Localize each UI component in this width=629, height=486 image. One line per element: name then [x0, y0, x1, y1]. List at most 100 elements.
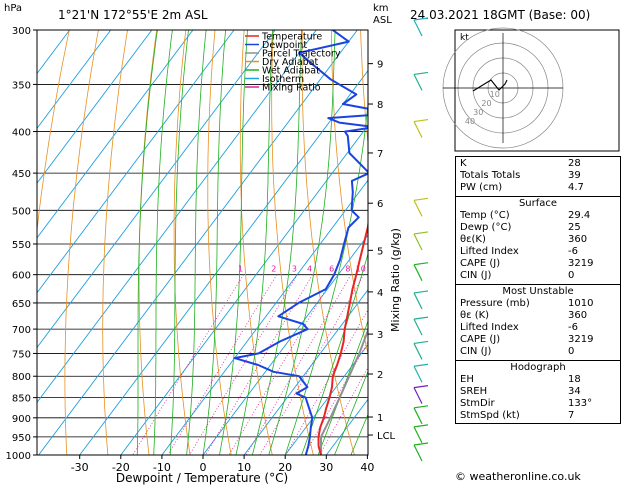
hpa-unit-label: hPa: [4, 3, 23, 14]
wind-barb-icon: [413, 426, 423, 444]
dry-adiabat-line: [271, 30, 314, 455]
isotherm-line: [284, 343, 368, 455]
temperature-tick-label: 0: [200, 461, 207, 474]
mixing-ratio-line: [167, 274, 278, 455]
mu-cape-label: CAPE (J): [460, 334, 501, 345]
altitude-tick-label: 2: [377, 370, 383, 381]
mu-cape-value: 3219: [568, 334, 594, 345]
wind-barb-icon: [413, 340, 429, 345]
mixing-ratio-line: [189, 274, 298, 455]
isotherm-line: [37, 30, 194, 239]
temperature-tick-label: -30: [71, 461, 89, 474]
wind-barb-icon: [413, 442, 429, 446]
mu-theta-value: 360: [568, 310, 588, 321]
mixing-ratio-label: 8: [345, 265, 350, 274]
wind-barb-icon: [413, 262, 429, 266]
k-value: 28: [568, 158, 581, 169]
wet-adiabat-line: [186, 30, 207, 455]
legend-label: Dewpoint: [262, 40, 307, 51]
mixing-ratio-line: [319, 366, 368, 455]
surface-title: Surface: [456, 196, 620, 210]
wind-barb-icon: [413, 444, 423, 462]
credit-text: © weatheronline.co.uk: [455, 470, 581, 483]
dry-adiabat-line: [623, 30, 629, 455]
eh-value: 18: [568, 374, 581, 385]
temperature-tick-label: -10: [153, 461, 171, 474]
pw-label: PW (cm): [460, 182, 503, 193]
wind-barb-icon: [413, 290, 429, 294]
legend-label: Wet Adiabat: [262, 66, 320, 77]
isotherm-line: [37, 30, 71, 75]
pressure-tick-label: 850: [12, 394, 31, 405]
wet-adiabat-line: [153, 30, 173, 455]
wind-barb-icon: [413, 264, 423, 281]
wind-barb-icon: [413, 71, 429, 76]
stmdir-label: StmDir: [460, 398, 495, 409]
temperature-line: [317, 219, 368, 455]
wet-adiabat-line: [235, 30, 273, 455]
isotherm-line: [37, 30, 317, 404]
altitude-tick-label: 6: [377, 199, 383, 210]
isotherm-line: [79, 69, 368, 455]
dry-adiabat-line: [64, 30, 99, 455]
s-dewp-label: Dewp (°C): [460, 222, 512, 233]
wet-adiabat-line: [136, 30, 158, 455]
legend-label: Mixing Ratio: [262, 83, 321, 94]
tt-value: 39: [568, 170, 581, 181]
mixing-ratio-line: [132, 274, 244, 455]
pressure-tick-label: 800: [12, 372, 31, 383]
altitude-tick-label: 3: [377, 330, 383, 341]
temperature-tick-label: 10: [237, 461, 251, 474]
wind-barb-icon: [413, 385, 429, 389]
wind-barb-icon: [413, 405, 429, 409]
altitude-tick-label: 8: [377, 100, 383, 111]
dry-adiabat-line: [138, 30, 158, 455]
pressure-tick-label: 400: [12, 128, 31, 139]
wind-barb-icon: [413, 292, 423, 310]
wind-barb-icon: [413, 363, 429, 367]
s-cape-value: 3219: [568, 258, 594, 269]
wind-barb-icon: [413, 200, 423, 217]
wet-adiabat-line: [169, 30, 189, 455]
s-temp-label: Temp (°C): [460, 210, 510, 221]
wind-barb-icon: [413, 17, 429, 21]
s-theta-value: 360: [568, 234, 588, 245]
altitude-tick-label: LCL: [377, 431, 396, 442]
temperature-tick-label: -20: [112, 461, 130, 474]
asl-unit-label: ASL: [373, 15, 392, 26]
mixing-ratio-label: 3: [292, 265, 297, 274]
pressure-tick-label: 350: [12, 80, 31, 91]
wet-adiabat-line: [284, 100, 368, 455]
hodograph-title: Hodograph: [456, 360, 620, 374]
mixing-ratio-label: 6: [329, 265, 334, 274]
wind-barb-icon: [413, 231, 429, 235]
wind-barb-icon: [413, 19, 423, 37]
legend-label: Isotherm: [262, 74, 304, 85]
location-title: 1°21'N 172°55'E 2m ASL: [58, 8, 208, 22]
mixing-ratio-line: [245, 274, 352, 455]
s-temp-value: 29.4: [568, 210, 591, 221]
isotherm-line: [37, 30, 235, 294]
mixing-ratio-label: 2: [271, 265, 276, 274]
wet-adiabat-line: [202, 30, 226, 455]
mu-li-value: -6: [568, 322, 578, 333]
dry-adiabat-line: [207, 30, 232, 455]
legend-label: Dry Adiabat: [262, 57, 319, 68]
stmspd-value: 7: [568, 410, 575, 421]
s-li-value: -6: [568, 246, 578, 257]
mixing-ratio-line: [259, 274, 365, 455]
k-label: K: [460, 158, 467, 169]
isotherm-line: [161, 179, 368, 455]
parcel-trajectory-line: [320, 327, 368, 455]
stmdir-value: 133°: [568, 398, 593, 409]
wind-barb-icon: [413, 118, 429, 123]
wind-barb-icon: [413, 407, 423, 425]
altitude-tick-label: 4: [377, 288, 383, 299]
pressure-tick-label: 550: [12, 240, 31, 251]
pressure-tick-label: 300: [12, 26, 31, 37]
temperature-tick-label: 30: [319, 461, 333, 474]
pressure-tick-label: 750: [12, 349, 31, 360]
legend-label: Parcel Trajectory: [262, 49, 341, 60]
s-cin-label: CIN (J): [460, 270, 492, 281]
